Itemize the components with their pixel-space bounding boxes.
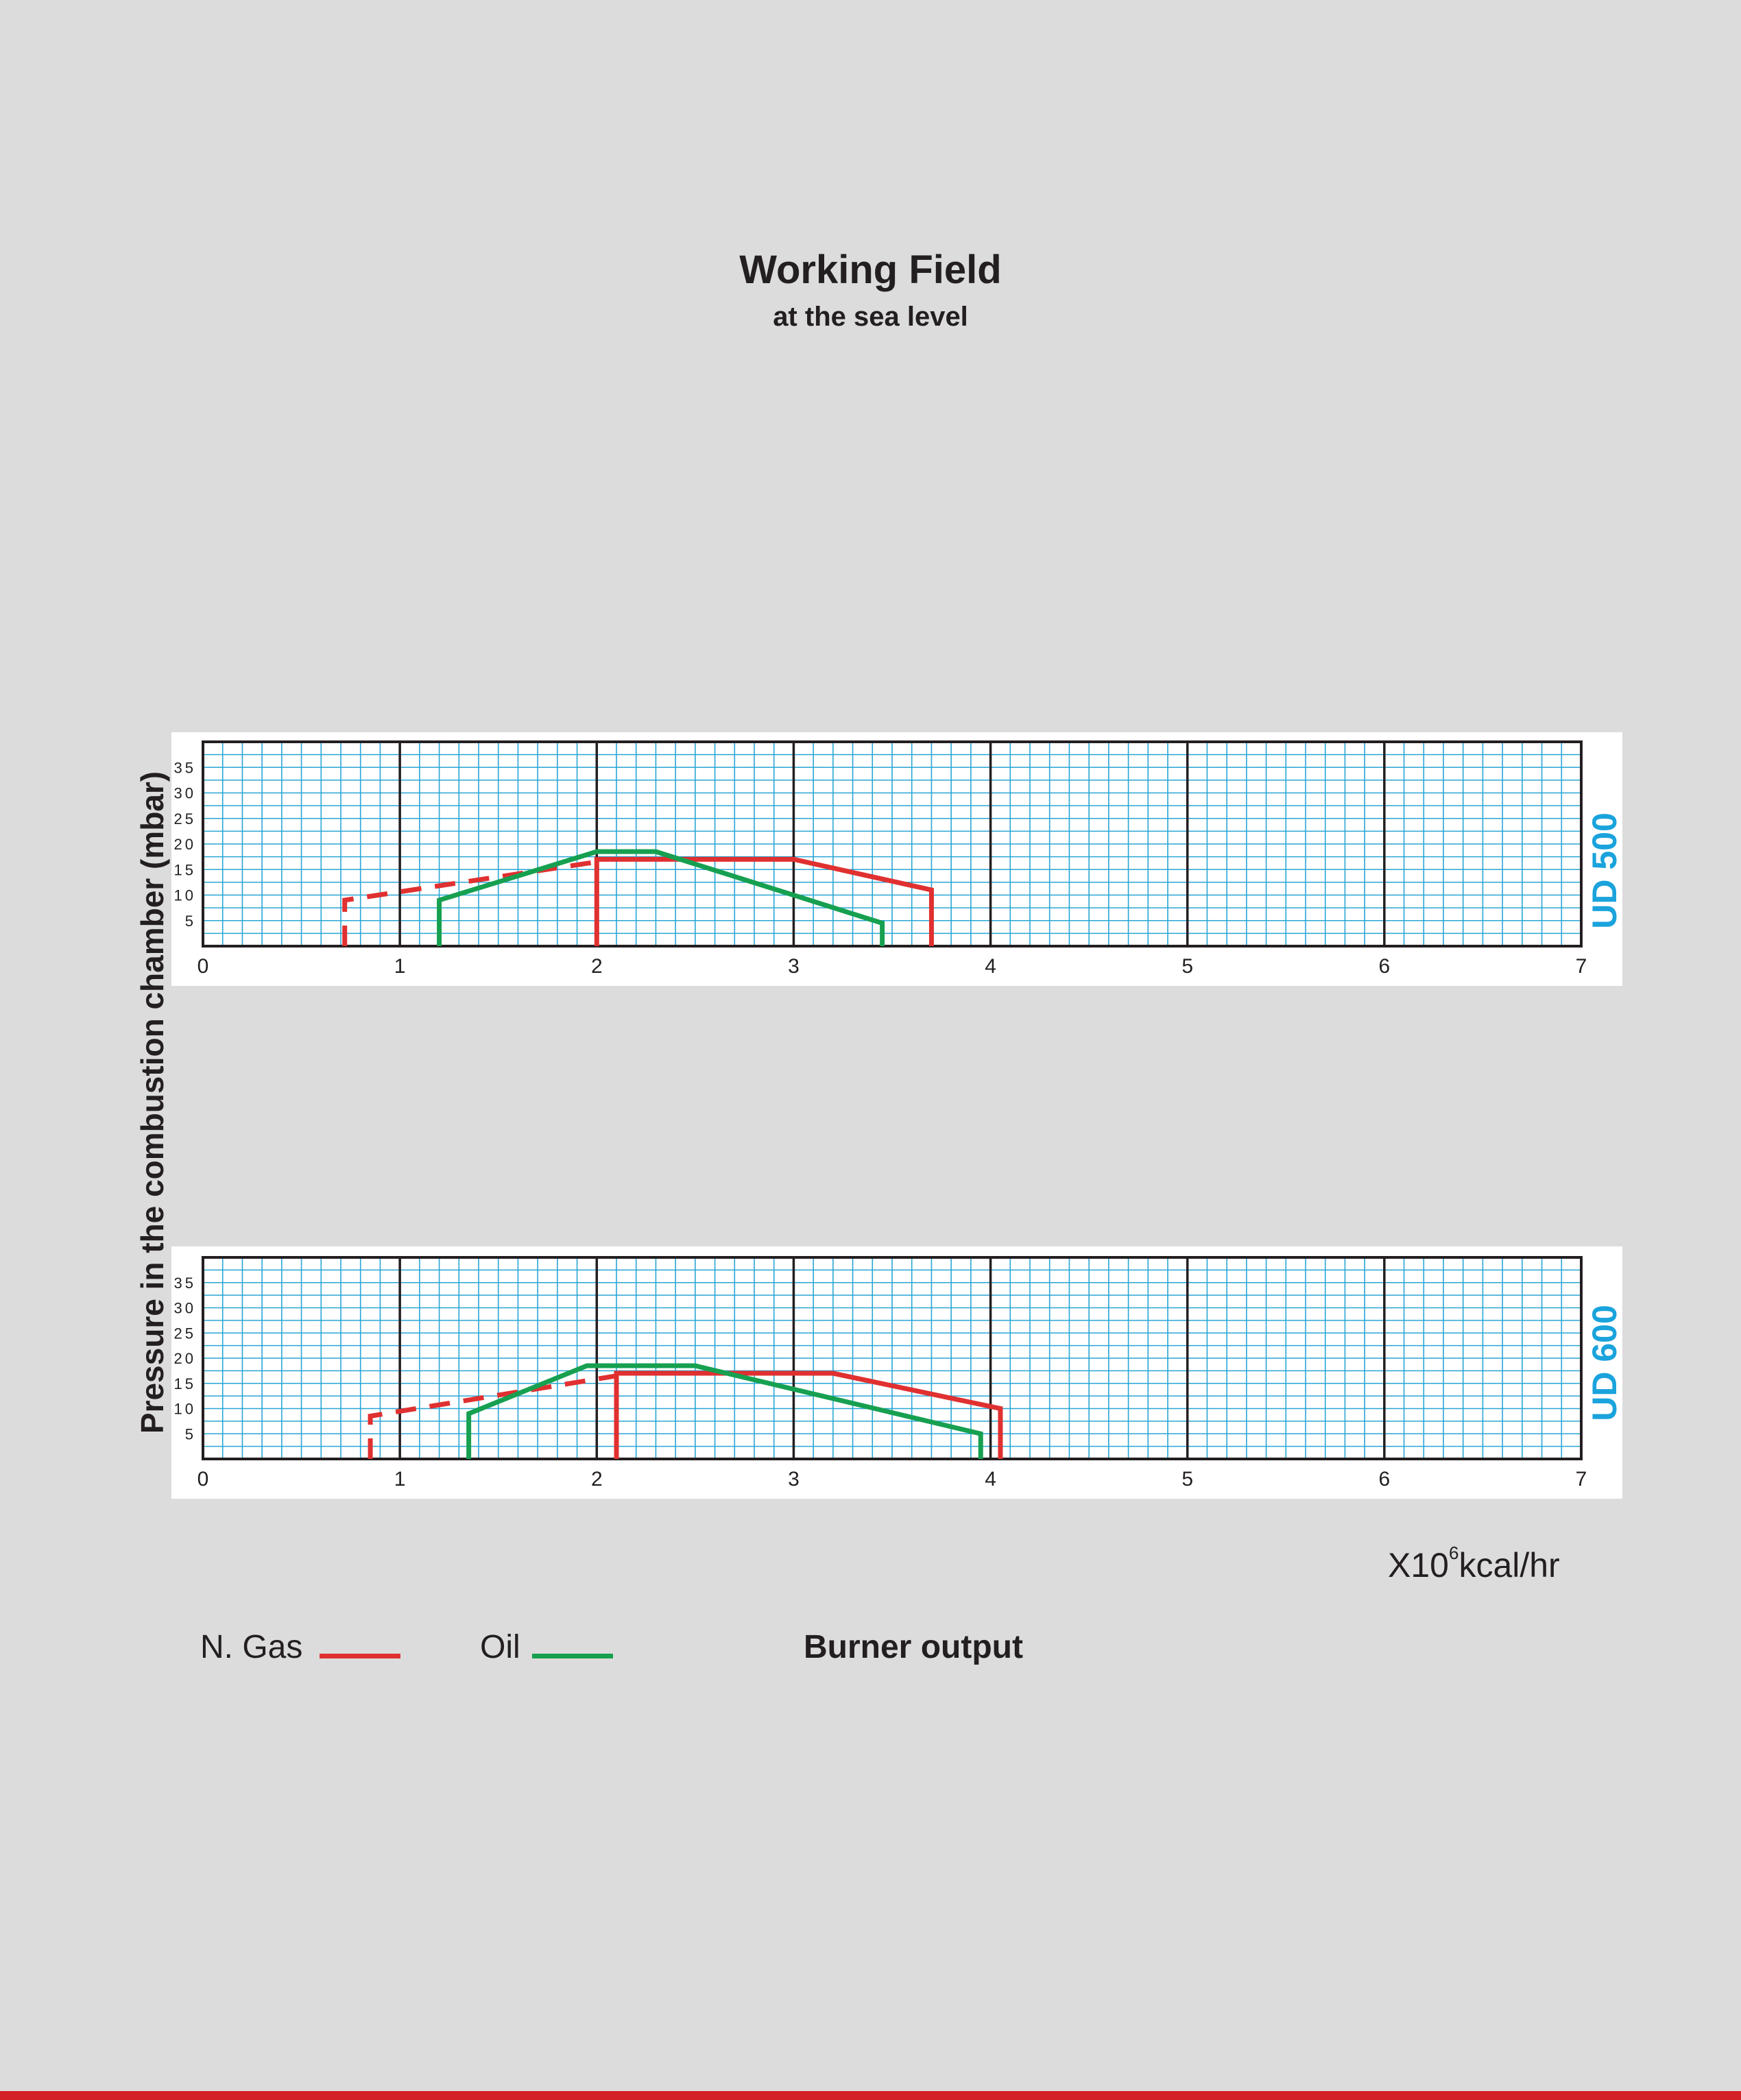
- x-tick-label: 4: [985, 1468, 996, 1490]
- x-tick-label: 2: [591, 1468, 603, 1490]
- chart-subtitle: at the sea level: [773, 302, 968, 332]
- series-oil: [437, 849, 885, 946]
- series-n-gas: [614, 1371, 1003, 1459]
- x-tick-label: 2: [591, 955, 603, 978]
- burner-output-label: Burner output: [804, 1629, 1023, 1665]
- y-tick-label: 35: [174, 1275, 196, 1292]
- x-tick-label: 0: [197, 1468, 209, 1490]
- chart-panel: [171, 1246, 1622, 1499]
- y-tick-label: 25: [174, 810, 196, 828]
- x-tick-label: 1: [394, 955, 406, 978]
- x-tick-label: 3: [788, 1468, 800, 1490]
- x-tick-label: 7: [1576, 1468, 1587, 1490]
- chart-title: Working Field: [739, 248, 1002, 292]
- bottom-stripe: [0, 2091, 1741, 2100]
- x-tick-label: 3: [788, 955, 800, 978]
- y-tick-label: 15: [174, 1375, 196, 1392]
- y-tick-label: 15: [174, 861, 196, 878]
- plot-frame: [202, 1256, 1583, 1460]
- x-tick-label: 6: [1379, 1468, 1391, 1490]
- chart-panel: [171, 732, 1622, 986]
- x-axis-label-unit: kcal/hr: [1458, 1546, 1560, 1584]
- y-tick-label: 5: [185, 913, 196, 930]
- y-tick-label: 30: [174, 785, 196, 802]
- legend-gas-swatch: [320, 1654, 400, 1658]
- series-oil: [466, 1363, 983, 1459]
- x-tick-label: 7: [1576, 955, 1587, 978]
- y-tick-label: 25: [174, 1325, 196, 1342]
- x-tick-label: 5: [1181, 1468, 1193, 1490]
- legend-gas-label: N. Gas: [200, 1629, 303, 1665]
- x-axis-label-exponent: 6: [1448, 1543, 1459, 1563]
- y-tick-label: 10: [174, 1401, 196, 1418]
- y-tick-label: 10: [174, 887, 196, 904]
- chart-1: 0 1 2 3 4 5 6 7 5 10 15 20 25 30 35 UD 500: [171, 732, 1624, 986]
- plot-frame: [202, 740, 1583, 948]
- y-tick-label: 35: [174, 759, 196, 776]
- y-tick-label: 30: [174, 1300, 196, 1317]
- x-tick-label: 5: [1181, 955, 1193, 978]
- x-axis-label-prefix: X10: [1388, 1546, 1449, 1584]
- series-n-gas-dashed: [342, 859, 597, 946]
- model-label: UD 600: [1585, 1305, 1624, 1421]
- legend-oil-label: Oil: [480, 1629, 520, 1665]
- x-tick-label: 4: [985, 955, 996, 978]
- y-tick-label: 20: [174, 836, 196, 853]
- x-tick-label: 1: [394, 1468, 406, 1490]
- y-tick-label: 20: [174, 1350, 196, 1367]
- model-label: UD 500: [1585, 812, 1624, 929]
- y-tick-label: 5: [185, 1425, 196, 1443]
- series-n-gas: [594, 856, 934, 946]
- x-axis-label: X106kcal/hr: [1388, 1543, 1560, 1585]
- legend-oil-swatch: [532, 1654, 613, 1658]
- chart-2: 0 1 2 3 4 5 6 7 5 10 15 20 25 30 35 UD 600: [171, 1246, 1624, 1499]
- x-tick-label: 0: [197, 955, 209, 978]
- x-tick-label: 6: [1379, 955, 1391, 978]
